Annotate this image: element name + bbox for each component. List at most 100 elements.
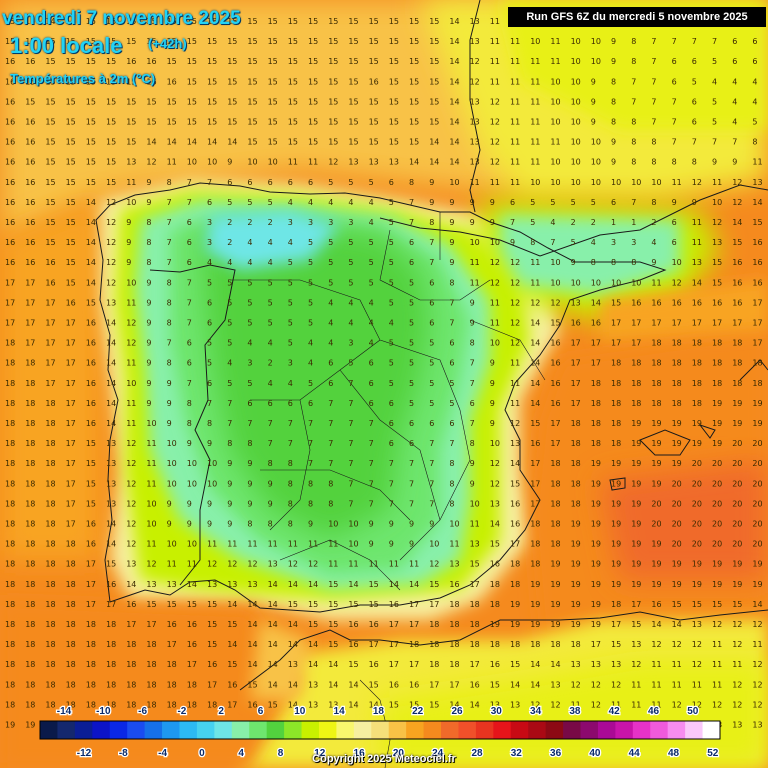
- grid-temperature-value: 12: [732, 178, 742, 187]
- grid-temperature-value: 16: [571, 319, 581, 328]
- grid-temperature-value: 4: [247, 238, 252, 247]
- grid-temperature-value: 16: [5, 77, 15, 86]
- grid-temperature-value: 11: [308, 540, 318, 549]
- grid-temperature-value: 16: [732, 258, 742, 267]
- grid-temperature-value: 6: [752, 37, 757, 46]
- grid-temperature-value: 14: [530, 319, 540, 328]
- legend-swatch: [493, 721, 512, 739]
- grid-temperature-value: 14: [106, 319, 116, 328]
- grid-temperature-value: 18: [651, 359, 661, 368]
- coastlines-and-borders: [95, 0, 768, 768]
- grid-temperature-value: 18: [45, 499, 55, 508]
- grid-temperature-value: 18: [45, 520, 55, 529]
- grid-temperature-value: 19: [611, 540, 621, 549]
- grid-temperature-value: 16: [5, 138, 15, 147]
- grid-temperature-value: 11: [712, 640, 722, 649]
- grid-temperature-value: 10: [449, 520, 459, 529]
- grid-temperature-value: 15: [66, 258, 76, 267]
- grid-temperature-value: 18: [5, 339, 15, 348]
- grid-temperature-value: 13: [692, 258, 702, 267]
- grid-temperature-value: 12: [490, 138, 500, 147]
- grid-temperature-value: 9: [490, 379, 495, 388]
- grid-temperature-value: 11: [752, 158, 762, 167]
- grid-temperature-value: 14: [490, 520, 500, 529]
- grid-temperature-value: 16: [25, 238, 35, 247]
- grid-temperature-value: 17: [550, 439, 560, 448]
- legend-tick-top: 2: [218, 706, 224, 717]
- grid-temperature-value: 10: [571, 97, 581, 106]
- grid-temperature-value: 12: [106, 218, 116, 227]
- grid-temperature-value: 20: [752, 520, 762, 529]
- grid-temperature-value: 18: [5, 620, 15, 629]
- grid-temperature-value: 18: [146, 640, 156, 649]
- grid-temperature-value: 16: [126, 600, 136, 609]
- legend-swatch: [650, 721, 669, 739]
- grid-temperature-value: 15: [268, 17, 278, 26]
- grid-temperature-value: 18: [45, 560, 55, 569]
- grid-temperature-value: 15: [66, 278, 76, 287]
- grid-temperature-value: 15: [187, 37, 197, 46]
- grid-temperature-value: 16: [25, 57, 35, 66]
- grid-temperature-value: 9: [167, 520, 172, 529]
- grid-temperature-value: 10: [167, 540, 177, 549]
- grid-temperature-value: 8: [288, 459, 293, 468]
- grid-temperature-value: 7: [328, 439, 333, 448]
- grid-temperature-value: 5: [308, 278, 313, 287]
- grid-temperature-value: 18: [45, 399, 55, 408]
- grid-temperature-value: 18: [5, 419, 15, 428]
- grid-temperature-value: 16: [369, 620, 379, 629]
- grid-temperature-value: 5: [268, 198, 273, 207]
- grid-temperature-value: 5: [369, 258, 374, 267]
- grid-temperature-value: 7: [369, 499, 374, 508]
- grid-temperature-value: 11: [470, 520, 480, 529]
- grid-temperature-value: 18: [45, 540, 55, 549]
- grid-temperature-value: 7: [470, 419, 475, 428]
- balearics: [609, 424, 716, 491]
- france-coast: [469, 0, 481, 213]
- grid-temperature-value: 9: [146, 379, 151, 388]
- grid-temperature-value: 14: [389, 580, 399, 589]
- grid-temperature-value: 12: [126, 319, 136, 328]
- grid-temperature-value: 14: [449, 97, 459, 106]
- grid-temperature-value: 15: [308, 17, 318, 26]
- grid-temperature-value: 15: [106, 97, 116, 106]
- grid-temperature-value: 16: [25, 198, 35, 207]
- grid-temperature-value: 11: [308, 158, 318, 167]
- grid-temperature-value: 15: [429, 77, 439, 86]
- grid-temperature-value: 14: [86, 238, 96, 247]
- grid-temperature-value: 17: [227, 700, 237, 709]
- grid-temperature-value: 17: [86, 600, 96, 609]
- grid-temperature-value: 17: [187, 660, 197, 669]
- copyright-notice: Copyright 2025 Meteociel.fr: [312, 753, 456, 765]
- grid-temperature-value: 11: [389, 560, 399, 569]
- grid-temperature-value: 17: [5, 319, 15, 328]
- grid-temperature-value: 11: [288, 540, 298, 549]
- grid-temperature-value: 15: [86, 57, 96, 66]
- grid-temperature-value: 7: [429, 258, 434, 267]
- grid-temperature-value: 13: [146, 580, 156, 589]
- grid-temperature-value: 6: [389, 439, 394, 448]
- grid-temperature-value: 6: [409, 238, 414, 247]
- grid-temperature-value: 18: [86, 640, 96, 649]
- grid-temperature-value: 5: [712, 118, 717, 127]
- grid-temperature-value: 18: [449, 640, 459, 649]
- grid-temperature-value: 11: [510, 97, 520, 106]
- grid-temperature-value: 18: [611, 419, 621, 428]
- grid-temperature-value: 9: [591, 118, 596, 127]
- grid-temperature-value: 15: [348, 37, 358, 46]
- portugal-border: [149, 264, 236, 586]
- grid-temperature-value: 10: [187, 459, 197, 468]
- grid-temperature-value: 7: [207, 178, 212, 187]
- grid-temperature-value: 20: [712, 520, 722, 529]
- legend-swatch: [702, 721, 721, 739]
- grid-temperature-value: 13: [752, 178, 762, 187]
- grid-temperature-value: 9: [611, 158, 616, 167]
- grid-temperature-value: 6: [389, 399, 394, 408]
- grid-temperature-value: 15: [328, 97, 338, 106]
- legend-swatch: [685, 721, 704, 739]
- grid-temperature-value: 19: [631, 439, 641, 448]
- grid-temperature-value: 4: [732, 118, 737, 127]
- grid-temperature-value: 7: [187, 379, 192, 388]
- grid-temperature-value: 15: [86, 479, 96, 488]
- legend-tick-top: 18: [373, 706, 385, 717]
